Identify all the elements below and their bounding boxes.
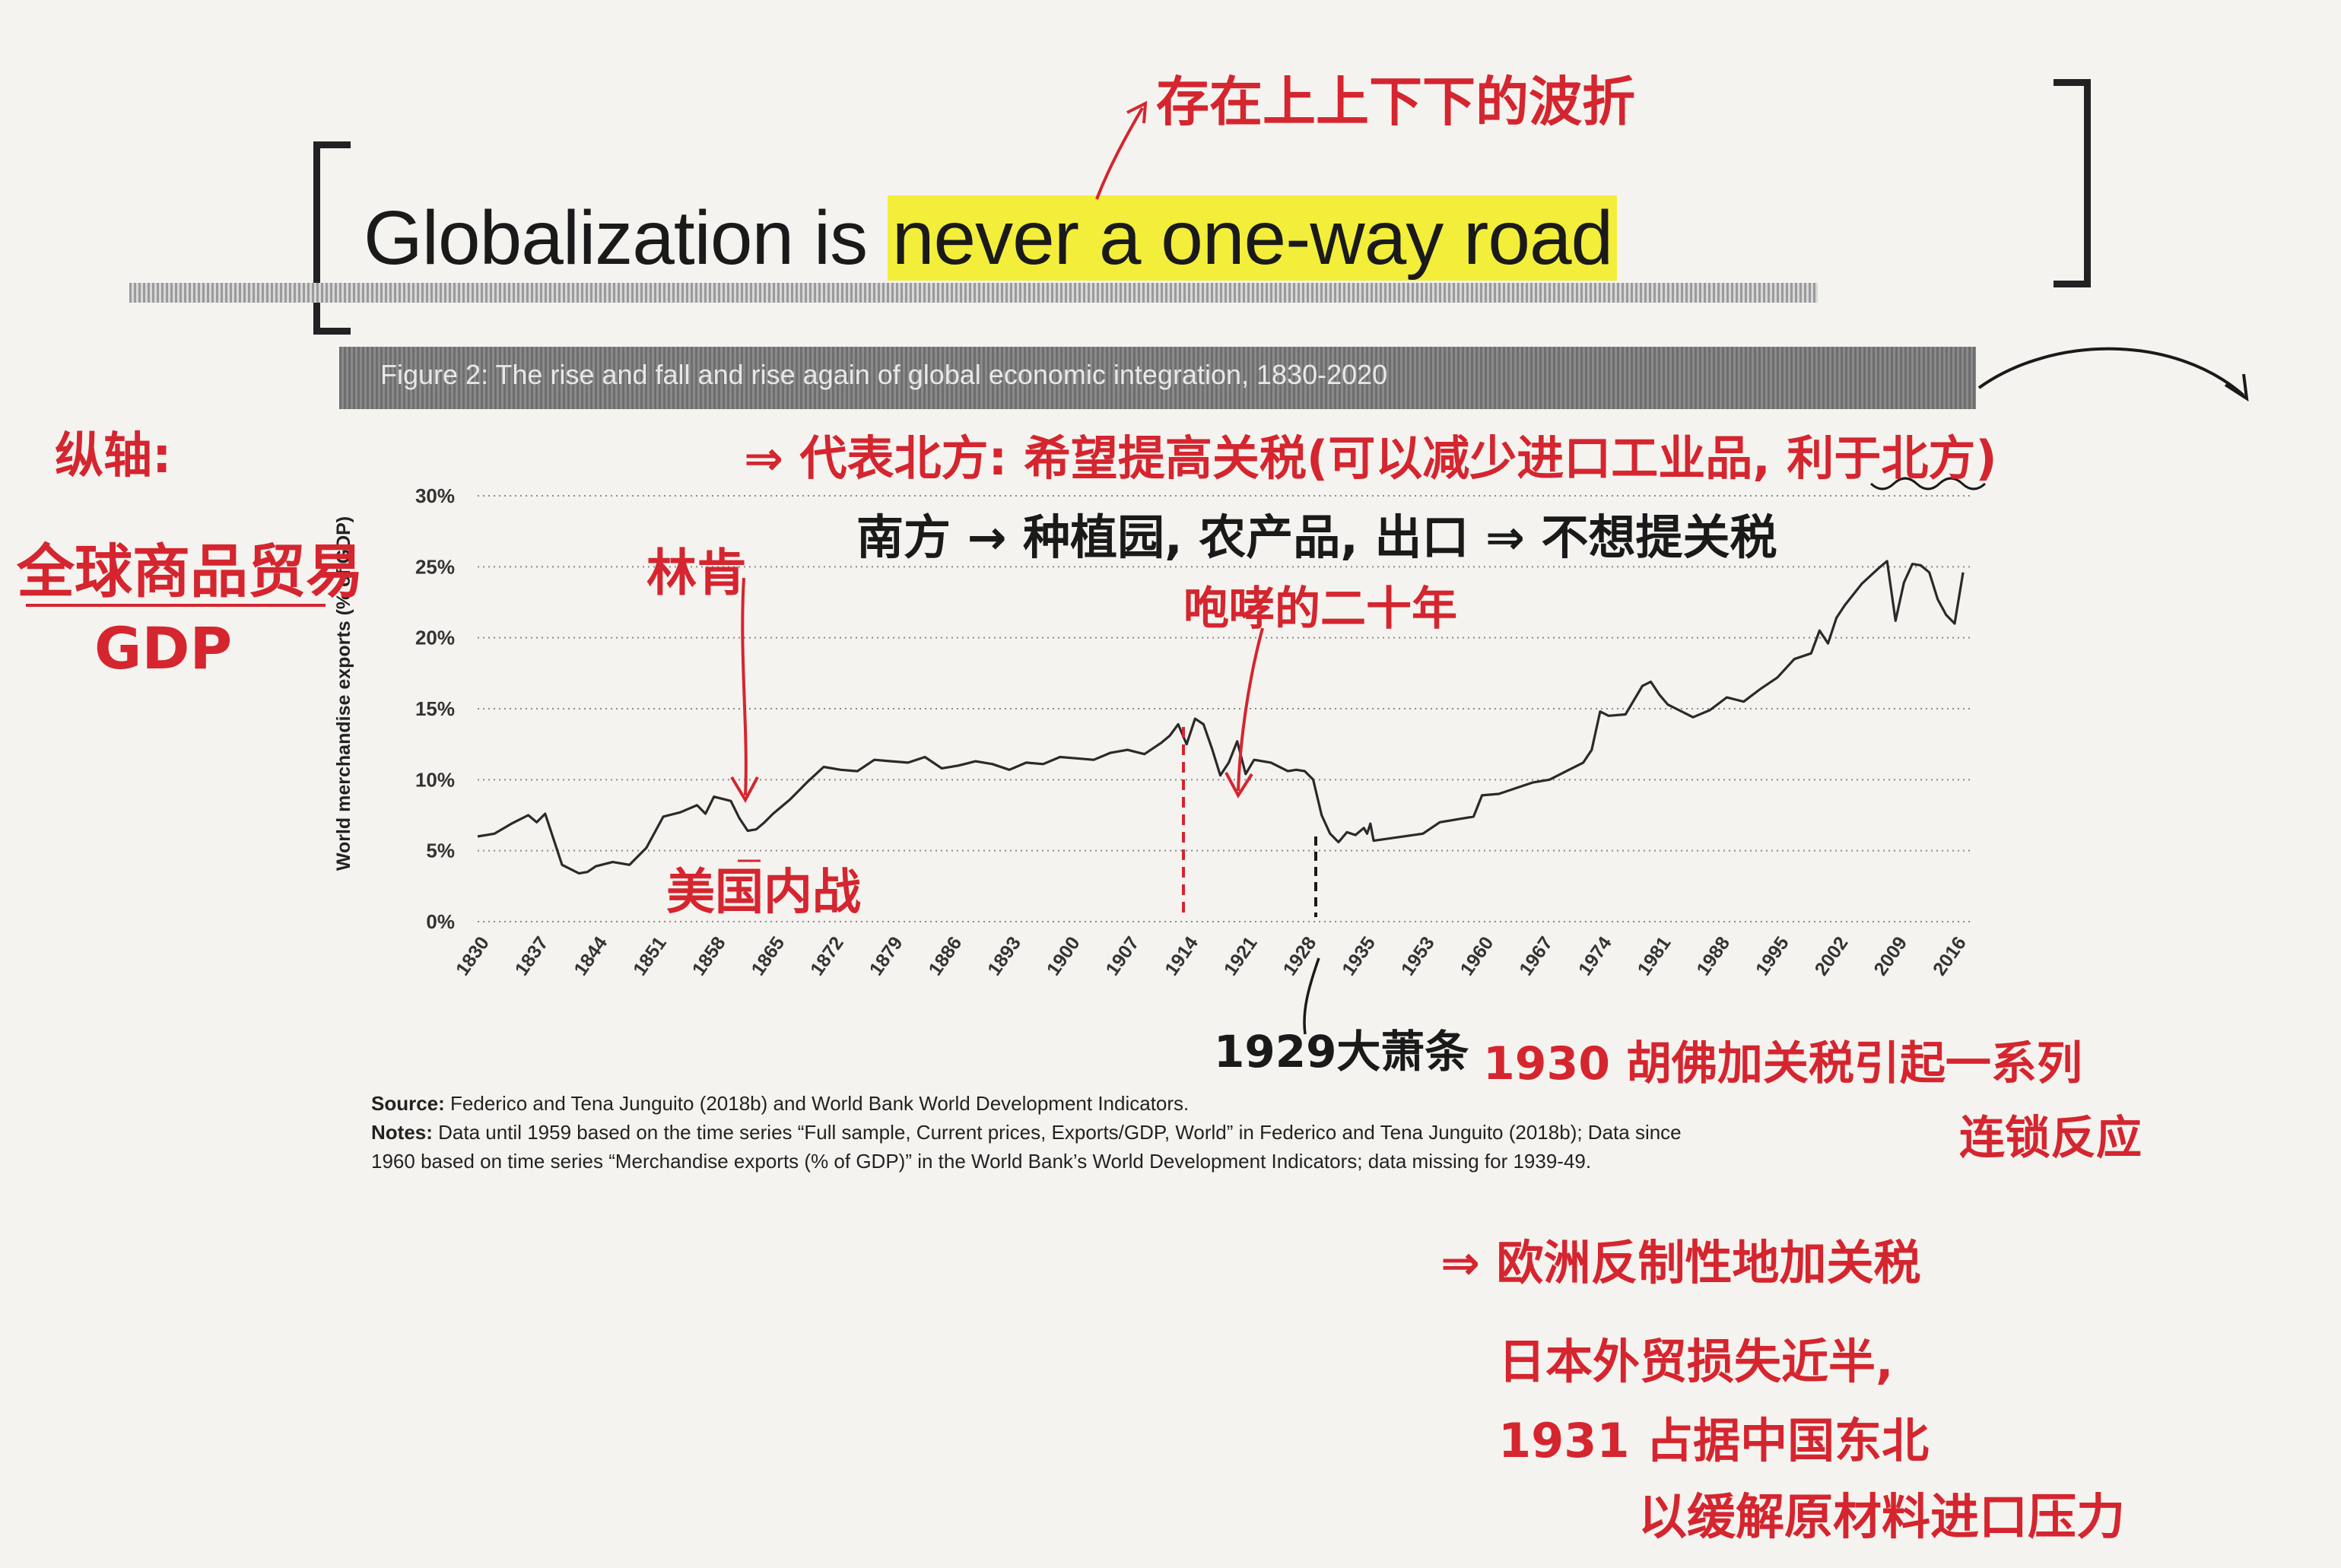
x-tick-label: 1981 xyxy=(1634,933,1676,980)
roaring-arrow xyxy=(1237,627,1264,792)
y-tick-label: 25% xyxy=(415,555,455,578)
x-tick-label: 2002 xyxy=(1811,933,1853,980)
source-text: Federico and Tena Junguito (2018b) and W… xyxy=(450,1092,1190,1115)
figure-caption-banner: Figure 2: The rise and fall and rise aga… xyxy=(339,347,1976,409)
title-underline-rule xyxy=(129,283,1818,303)
page-title: Globalization is never a one-way road xyxy=(364,195,1618,282)
note-roaring-twenties: 咆哮的二十年 xyxy=(1183,582,1457,636)
note-1930-tariff: 1930 胡佛加关税引起一系列 xyxy=(1483,1037,2082,1090)
source-line: Source: Federico and Tena Junguito (2018… xyxy=(371,1089,1682,1118)
x-tick-label: 1830 xyxy=(452,933,494,980)
x-tick-label: 1879 xyxy=(866,933,907,980)
note-civil-war: 美国内战 xyxy=(666,865,861,921)
note-y-axis: 纵轴: xyxy=(55,428,172,484)
note-ratio-bottom: GDP xyxy=(94,614,233,682)
x-tick-label: 1967 xyxy=(1515,933,1557,980)
top-note-arrowhead xyxy=(1126,100,1148,124)
note-relieve-raw-materials: 以缓解原材料进口压力 xyxy=(1638,1490,2125,1546)
y-tick-labels: 0% 5% 10% 15% 20% 25% 30% xyxy=(415,484,455,933)
roaring-arrowhead xyxy=(1224,772,1253,798)
series-line-world-exports xyxy=(477,560,1965,875)
banner-arc-arrow xyxy=(1977,347,2245,397)
y-tick-label: 30% xyxy=(415,484,455,507)
x-tick-label: 1893 xyxy=(983,933,1025,980)
x-tick-label: 2016 xyxy=(1929,933,1971,980)
figure-caption: Figure 2: The rise and fall and rise aga… xyxy=(380,359,1388,390)
source-label: Source: xyxy=(371,1092,445,1115)
x-tick-label: 1837 xyxy=(511,933,553,980)
notes-label: Notes: xyxy=(371,1121,433,1144)
depression-arrow xyxy=(1303,957,1320,1035)
note-north: ⇒ 代表北方: 希望提高关税(可以减少进口工业品, 利于北方) xyxy=(744,430,1997,486)
x-tick-label: 1935 xyxy=(1338,933,1380,980)
y-tick-label: 20% xyxy=(415,627,455,649)
note-ratio-top: 全球商品贸易 xyxy=(17,538,364,605)
title-plain: Globalization is xyxy=(364,195,888,281)
notes-line-2: 1960 based on time series “Merchandise e… xyxy=(371,1150,1592,1173)
x-tick-label: 1851 xyxy=(629,933,671,980)
x-tick-label: 1900 xyxy=(1043,933,1085,980)
x-tick-label: 1974 xyxy=(1574,933,1616,980)
x-tick-label: 1844 xyxy=(570,933,611,980)
note-ups-and-downs: 存在上上下下的波折 xyxy=(1156,71,1635,133)
note-lincoln: 林肯 xyxy=(646,544,747,602)
x-tick-label: 2009 xyxy=(1869,933,1911,980)
right-bracket xyxy=(2054,79,2091,287)
x-tick-label: 1995 xyxy=(1752,933,1793,980)
y-tick-label: 0% xyxy=(426,910,455,933)
x-tick-labels: 1830 1837 1844 1851 1858 1865 1872 1879 1886 1893… xyxy=(452,933,1971,980)
top-note-arrow xyxy=(1095,106,1144,200)
x-tick-label: 1865 xyxy=(747,933,789,980)
notes-text-1: Data until 1959 based on the time series… xyxy=(438,1121,1682,1144)
lincoln-arrowhead xyxy=(730,776,759,804)
notes-line-1: Notes: Data until 1959 based on the time… xyxy=(371,1118,1682,1147)
left-bracket xyxy=(313,141,351,335)
note-europe-retaliation: ⇒ 欧洲反制性地加关税 xyxy=(1440,1235,1921,1290)
grid-layer xyxy=(478,495,1970,922)
industrial-squiggle xyxy=(1869,477,1987,490)
note-chain-reaction: 连锁反应 xyxy=(1959,1112,2142,1165)
x-tick-label: 1872 xyxy=(806,933,848,980)
x-tick-label: 1914 xyxy=(1161,933,1202,980)
y-tick-label: 10% xyxy=(415,768,455,791)
y-tick-label: 15% xyxy=(415,697,455,720)
note-manchuria-1931: 1931 占据中国东北 xyxy=(1498,1413,1930,1468)
x-tick-label: 1988 xyxy=(1692,933,1734,980)
x-tick-label: 1960 xyxy=(1456,933,1498,980)
x-tick-label: 1953 xyxy=(1397,933,1439,980)
x-tick-label: 1858 xyxy=(688,933,730,980)
lincoln-arrow xyxy=(741,577,748,796)
title-highlight: never a one-way road xyxy=(887,195,1618,281)
banner-arc-arrowhead xyxy=(2224,373,2249,402)
note-south: 南方 → 种植园, 农产品, 出口 ⇒ 不想提关税 xyxy=(856,509,1777,565)
source-notes: Source: Federico and Tena Junguito (2018… xyxy=(371,1089,1682,1176)
x-tick-label: 1921 xyxy=(1220,933,1262,980)
note-japan-trade-loss: 日本外贸损失近半, xyxy=(1498,1334,1894,1389)
x-tick-label: 1907 xyxy=(1102,933,1144,980)
y-tick-label: 5% xyxy=(426,840,455,862)
x-tick-label: 1886 xyxy=(924,933,966,980)
note-great-depression: 1929大萧条 xyxy=(1214,1026,1469,1078)
